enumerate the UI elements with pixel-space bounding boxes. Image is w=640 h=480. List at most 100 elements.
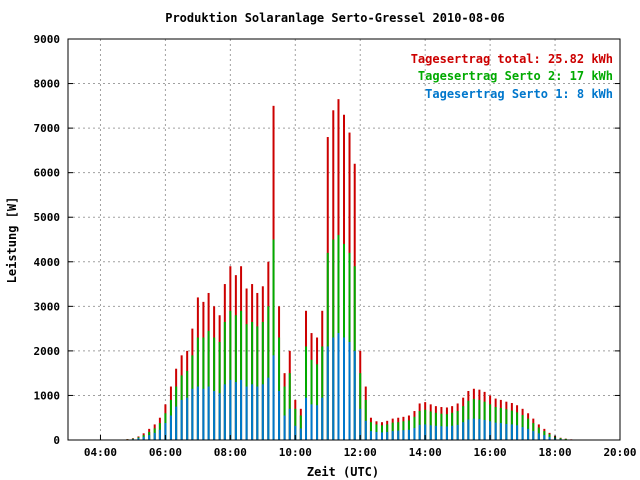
bar-serto1	[186, 397, 189, 440]
x-axis-label: Zeit (UTC)	[307, 465, 379, 479]
bar-serto2	[240, 310, 243, 440]
bar-serto1	[196, 386, 199, 440]
legend-entry-serto1: Tagesertrag Serto 1: 8 kWh	[425, 87, 613, 101]
bar-serto1	[142, 436, 145, 440]
bar-serto1	[245, 386, 248, 440]
bar-serto1	[207, 386, 210, 440]
x-tick-label: 12:00	[344, 446, 377, 459]
bar-serto1	[402, 430, 405, 440]
bar-serto2	[267, 306, 270, 440]
bar-serto1	[137, 438, 140, 440]
bar-serto1	[180, 399, 183, 440]
bar-serto1	[251, 384, 254, 440]
bar-serto2	[207, 330, 210, 440]
bar-serto2	[299, 415, 302, 440]
bar-serto1	[510, 424, 513, 440]
y-tick-label: 5000	[34, 211, 61, 224]
bar-serto1	[288, 408, 291, 440]
bar-serto1	[429, 425, 432, 440]
bar-serto2	[288, 373, 291, 440]
bar-serto1	[153, 432, 156, 440]
bar-serto2	[364, 399, 367, 440]
bar-serto1	[418, 424, 421, 440]
bar-serto1	[532, 431, 535, 440]
bar-serto1	[213, 390, 216, 440]
bar-serto1	[467, 419, 470, 440]
chart-title: Produktion Solaranlage Serto-Gressel 201…	[165, 11, 505, 25]
bar-serto2	[256, 326, 259, 440]
bar-serto2	[321, 346, 324, 440]
bar-serto2	[316, 364, 319, 440]
bar-serto1	[359, 408, 362, 440]
bar-serto1	[548, 436, 551, 440]
bar-serto2	[223, 321, 226, 440]
legend: Tagesertrag total: 25.82 kWh Tagesertrag…	[411, 52, 613, 101]
bar-serto1	[489, 421, 492, 440]
y-tick-label: 3000	[34, 300, 61, 313]
bar-serto2	[310, 359, 313, 440]
x-tick-label: 16:00	[474, 446, 507, 459]
y-tick-label: 4000	[34, 256, 61, 269]
bar-serto1	[202, 388, 205, 440]
bar-serto1	[407, 429, 410, 440]
bar-serto1	[283, 415, 286, 440]
bar-serto1	[348, 341, 351, 440]
bar-serto1	[521, 427, 524, 440]
bar-serto1	[343, 337, 345, 440]
x-tick-label: 18:00	[538, 446, 571, 459]
x-axis-ticks: 04:00 06:00 08:00 10:00 12:00 14:00 16:00 18:00…	[84, 435, 637, 459]
bar-serto1	[326, 346, 329, 440]
bar-serto2	[294, 408, 297, 440]
bar-serto1	[478, 419, 481, 440]
bar-serto2	[245, 324, 248, 440]
bar-serto1	[380, 432, 383, 440]
bar-serto1	[483, 419, 486, 440]
bar-serto1	[175, 406, 178, 440]
bar-serto1	[451, 425, 454, 440]
bar-serto2	[278, 337, 281, 440]
bar-serto1	[456, 424, 459, 440]
x-tick-label: 10:00	[279, 446, 312, 459]
bar-serto2	[229, 310, 232, 440]
bar-serto1	[353, 350, 356, 440]
bar-serto1	[445, 426, 448, 440]
bar-serto2	[218, 341, 221, 440]
y-axis-label: Leistung [W]	[5, 197, 19, 284]
bar-serto1	[505, 423, 508, 440]
bar-serto2	[564, 438, 567, 440]
bar-serto1	[191, 388, 194, 440]
bar-serto1	[332, 337, 335, 440]
bar-serto2	[251, 321, 254, 440]
x-tick-label: 04:00	[84, 446, 117, 459]
bar-serto1	[527, 428, 530, 440]
bar-serto1	[256, 386, 259, 440]
bar-serto2	[283, 386, 286, 440]
bar-serto1	[218, 393, 221, 440]
bar-serto1	[364, 420, 367, 440]
bar-serto1	[391, 431, 394, 440]
x-tick-label: 20:00	[603, 446, 636, 459]
x-tick-label: 08:00	[214, 446, 247, 459]
bar-serto1	[543, 435, 546, 440]
bar-serto1	[229, 379, 232, 440]
bar-serto1	[148, 435, 151, 440]
bar-serto2	[369, 422, 372, 440]
bar-serto1	[516, 425, 519, 440]
bar-serto1	[299, 428, 302, 440]
bar-serto1	[272, 355, 275, 440]
bar-serto2	[261, 321, 264, 440]
y-tick-label: 0	[53, 434, 60, 447]
bar-serto1	[440, 426, 443, 440]
y-tick-label: 7000	[34, 122, 61, 135]
bar-serto1	[472, 418, 475, 440]
bar-serto2	[305, 346, 308, 440]
bar-serto1	[240, 379, 243, 440]
x-tick-label: 14:00	[409, 446, 442, 459]
bar-serto1	[223, 384, 226, 440]
bar-serto1	[316, 405, 319, 440]
legend-entry-total: Tagesertrag total: 25.82 kWh	[411, 52, 613, 66]
y-tick-label: 6000	[34, 167, 61, 180]
plot-frame	[67, 38, 621, 441]
bar-serto1	[294, 425, 297, 440]
y-tick-label: 9000	[34, 33, 61, 46]
